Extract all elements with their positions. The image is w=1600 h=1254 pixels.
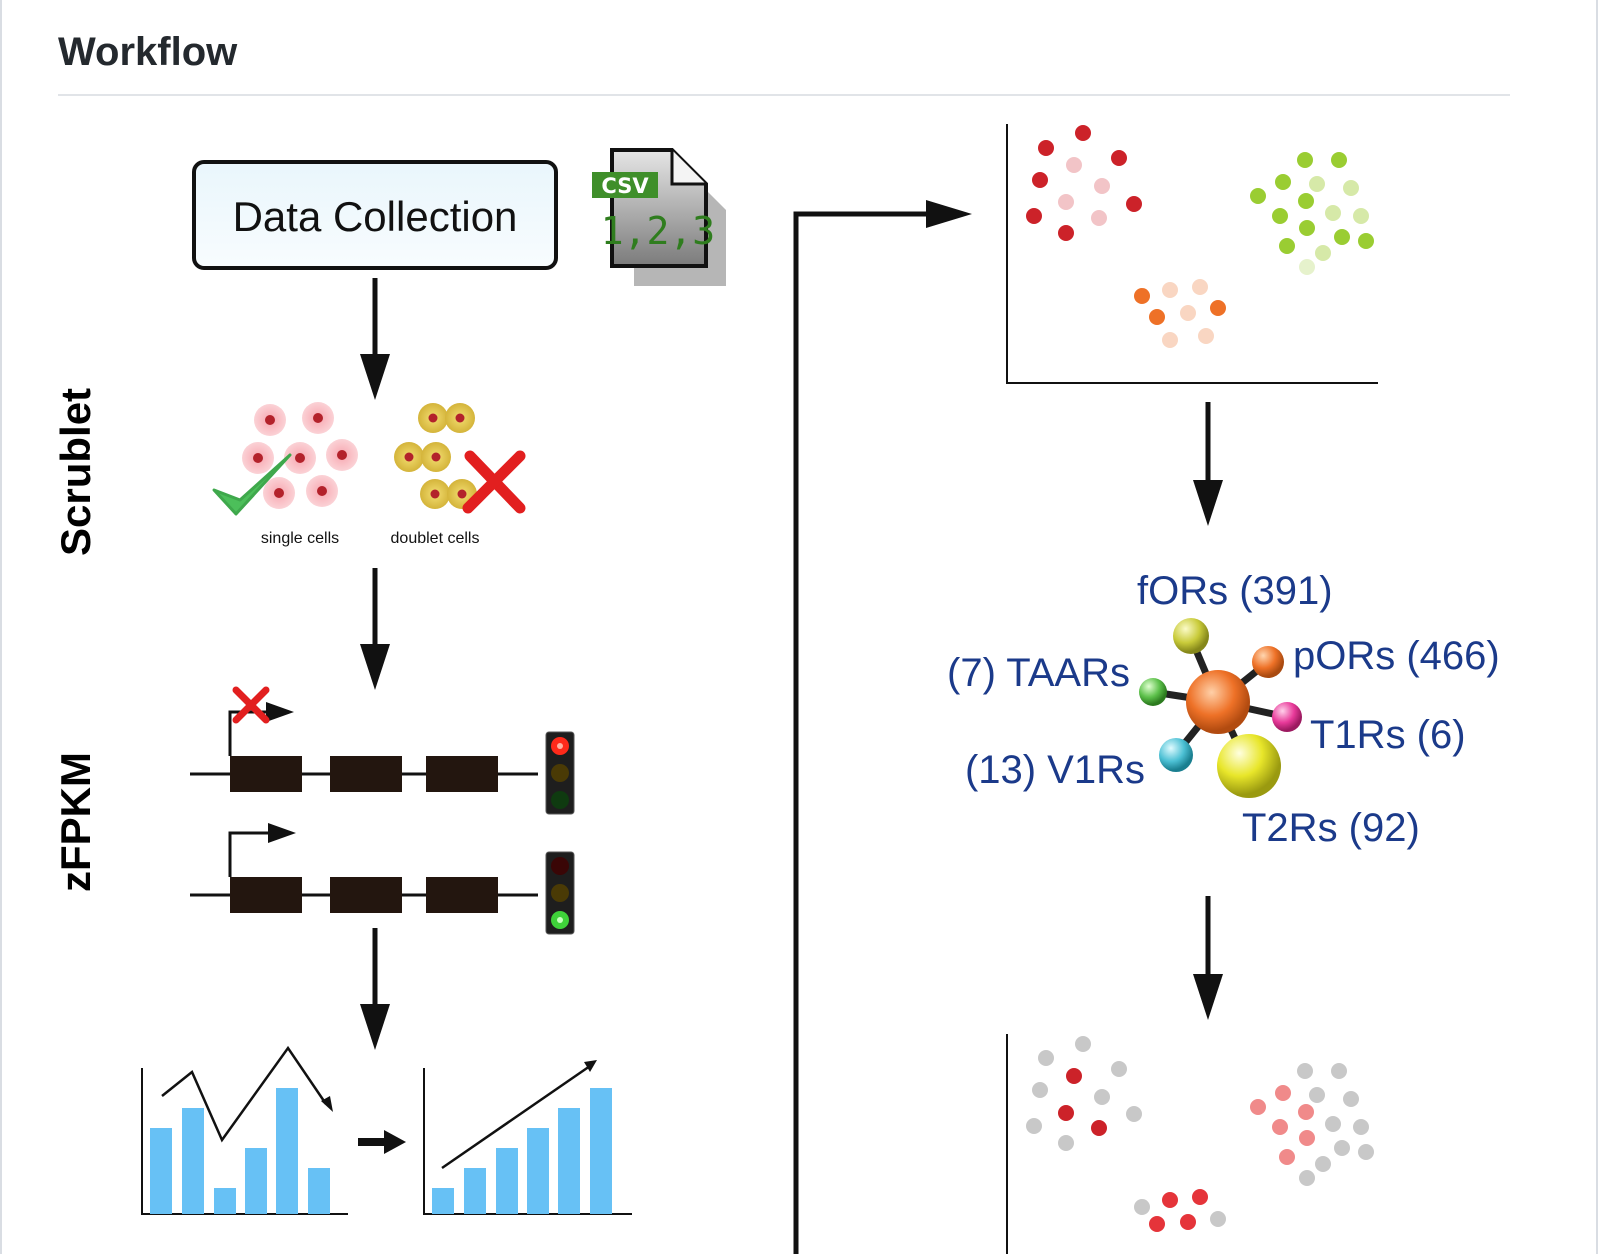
single-cell	[254, 404, 286, 436]
arrow-down-3	[360, 928, 390, 1050]
cross-icon	[462, 450, 526, 514]
section-divider	[58, 94, 1510, 96]
cluster-green	[1250, 152, 1374, 275]
single-cell	[242, 442, 274, 474]
cluster-grey-red	[1026, 1036, 1142, 1151]
zfpkm-label: zFPKM	[52, 752, 99, 892]
arrow-down-1	[360, 278, 390, 400]
single-cells-group	[242, 402, 358, 509]
single-cell	[284, 442, 316, 474]
cluster-grey-red-lower	[1134, 1189, 1226, 1232]
single-cell	[326, 439, 358, 471]
gene-model-off	[190, 686, 538, 792]
csv-numbers-label: 1,2,3	[601, 209, 715, 253]
csv-file-icon: CSV 1,2,3	[592, 148, 726, 286]
checkmark-icon	[212, 453, 292, 516]
receptor-label-fors: fORs (391)	[1137, 569, 1333, 613]
cross-icon	[232, 686, 270, 724]
cluster-orange	[1134, 279, 1226, 348]
traffic-light-icon	[545, 731, 575, 815]
arrow-down-2	[360, 568, 390, 690]
cluster-plot-top	[1006, 124, 1378, 384]
receptor-label-taars: (7) TAARs	[947, 651, 1130, 695]
section-title: Workflow	[58, 30, 238, 74]
csv-tag-label: CSV	[601, 174, 649, 198]
gene-model-on	[190, 823, 538, 913]
cluster-plot-bottom	[1006, 1034, 1374, 1254]
scrublet-label: Scrublet	[52, 388, 99, 556]
cluster-red	[1026, 125, 1142, 241]
arrow-down-4	[1193, 402, 1223, 526]
receptor-label-pors: pORs (466)	[1293, 634, 1500, 678]
doublet-cells-label: doublet cells	[391, 530, 480, 547]
arrow-down-5	[1193, 896, 1223, 1020]
receptor-label-t1rs: T1Rs (6)	[1310, 713, 1466, 757]
doublet-cell	[394, 442, 451, 472]
receptor-label-t2rs: T2Rs (92)	[1242, 806, 1420, 850]
connector-arrow	[793, 200, 972, 1254]
doublet-cells-group	[394, 403, 477, 509]
data-collection-label: Data Collection	[233, 193, 518, 240]
traffic-light-icon	[545, 851, 575, 935]
single-cell	[302, 402, 334, 434]
receptor-label-v1rs: (13) V1Rs	[965, 748, 1145, 792]
single-cells-label: single cells	[261, 530, 339, 547]
data-collection-box: Data Collection	[192, 160, 558, 270]
doublet-cell	[418, 403, 475, 433]
bar-chart-before	[141, 1045, 348, 1215]
arrow-right-small	[358, 1130, 406, 1154]
molecule-icon	[1139, 618, 1302, 798]
single-cell	[306, 475, 338, 507]
single-cell	[263, 477, 295, 509]
cluster-grey-pink	[1250, 1063, 1374, 1186]
bar-chart-after	[423, 1060, 632, 1215]
